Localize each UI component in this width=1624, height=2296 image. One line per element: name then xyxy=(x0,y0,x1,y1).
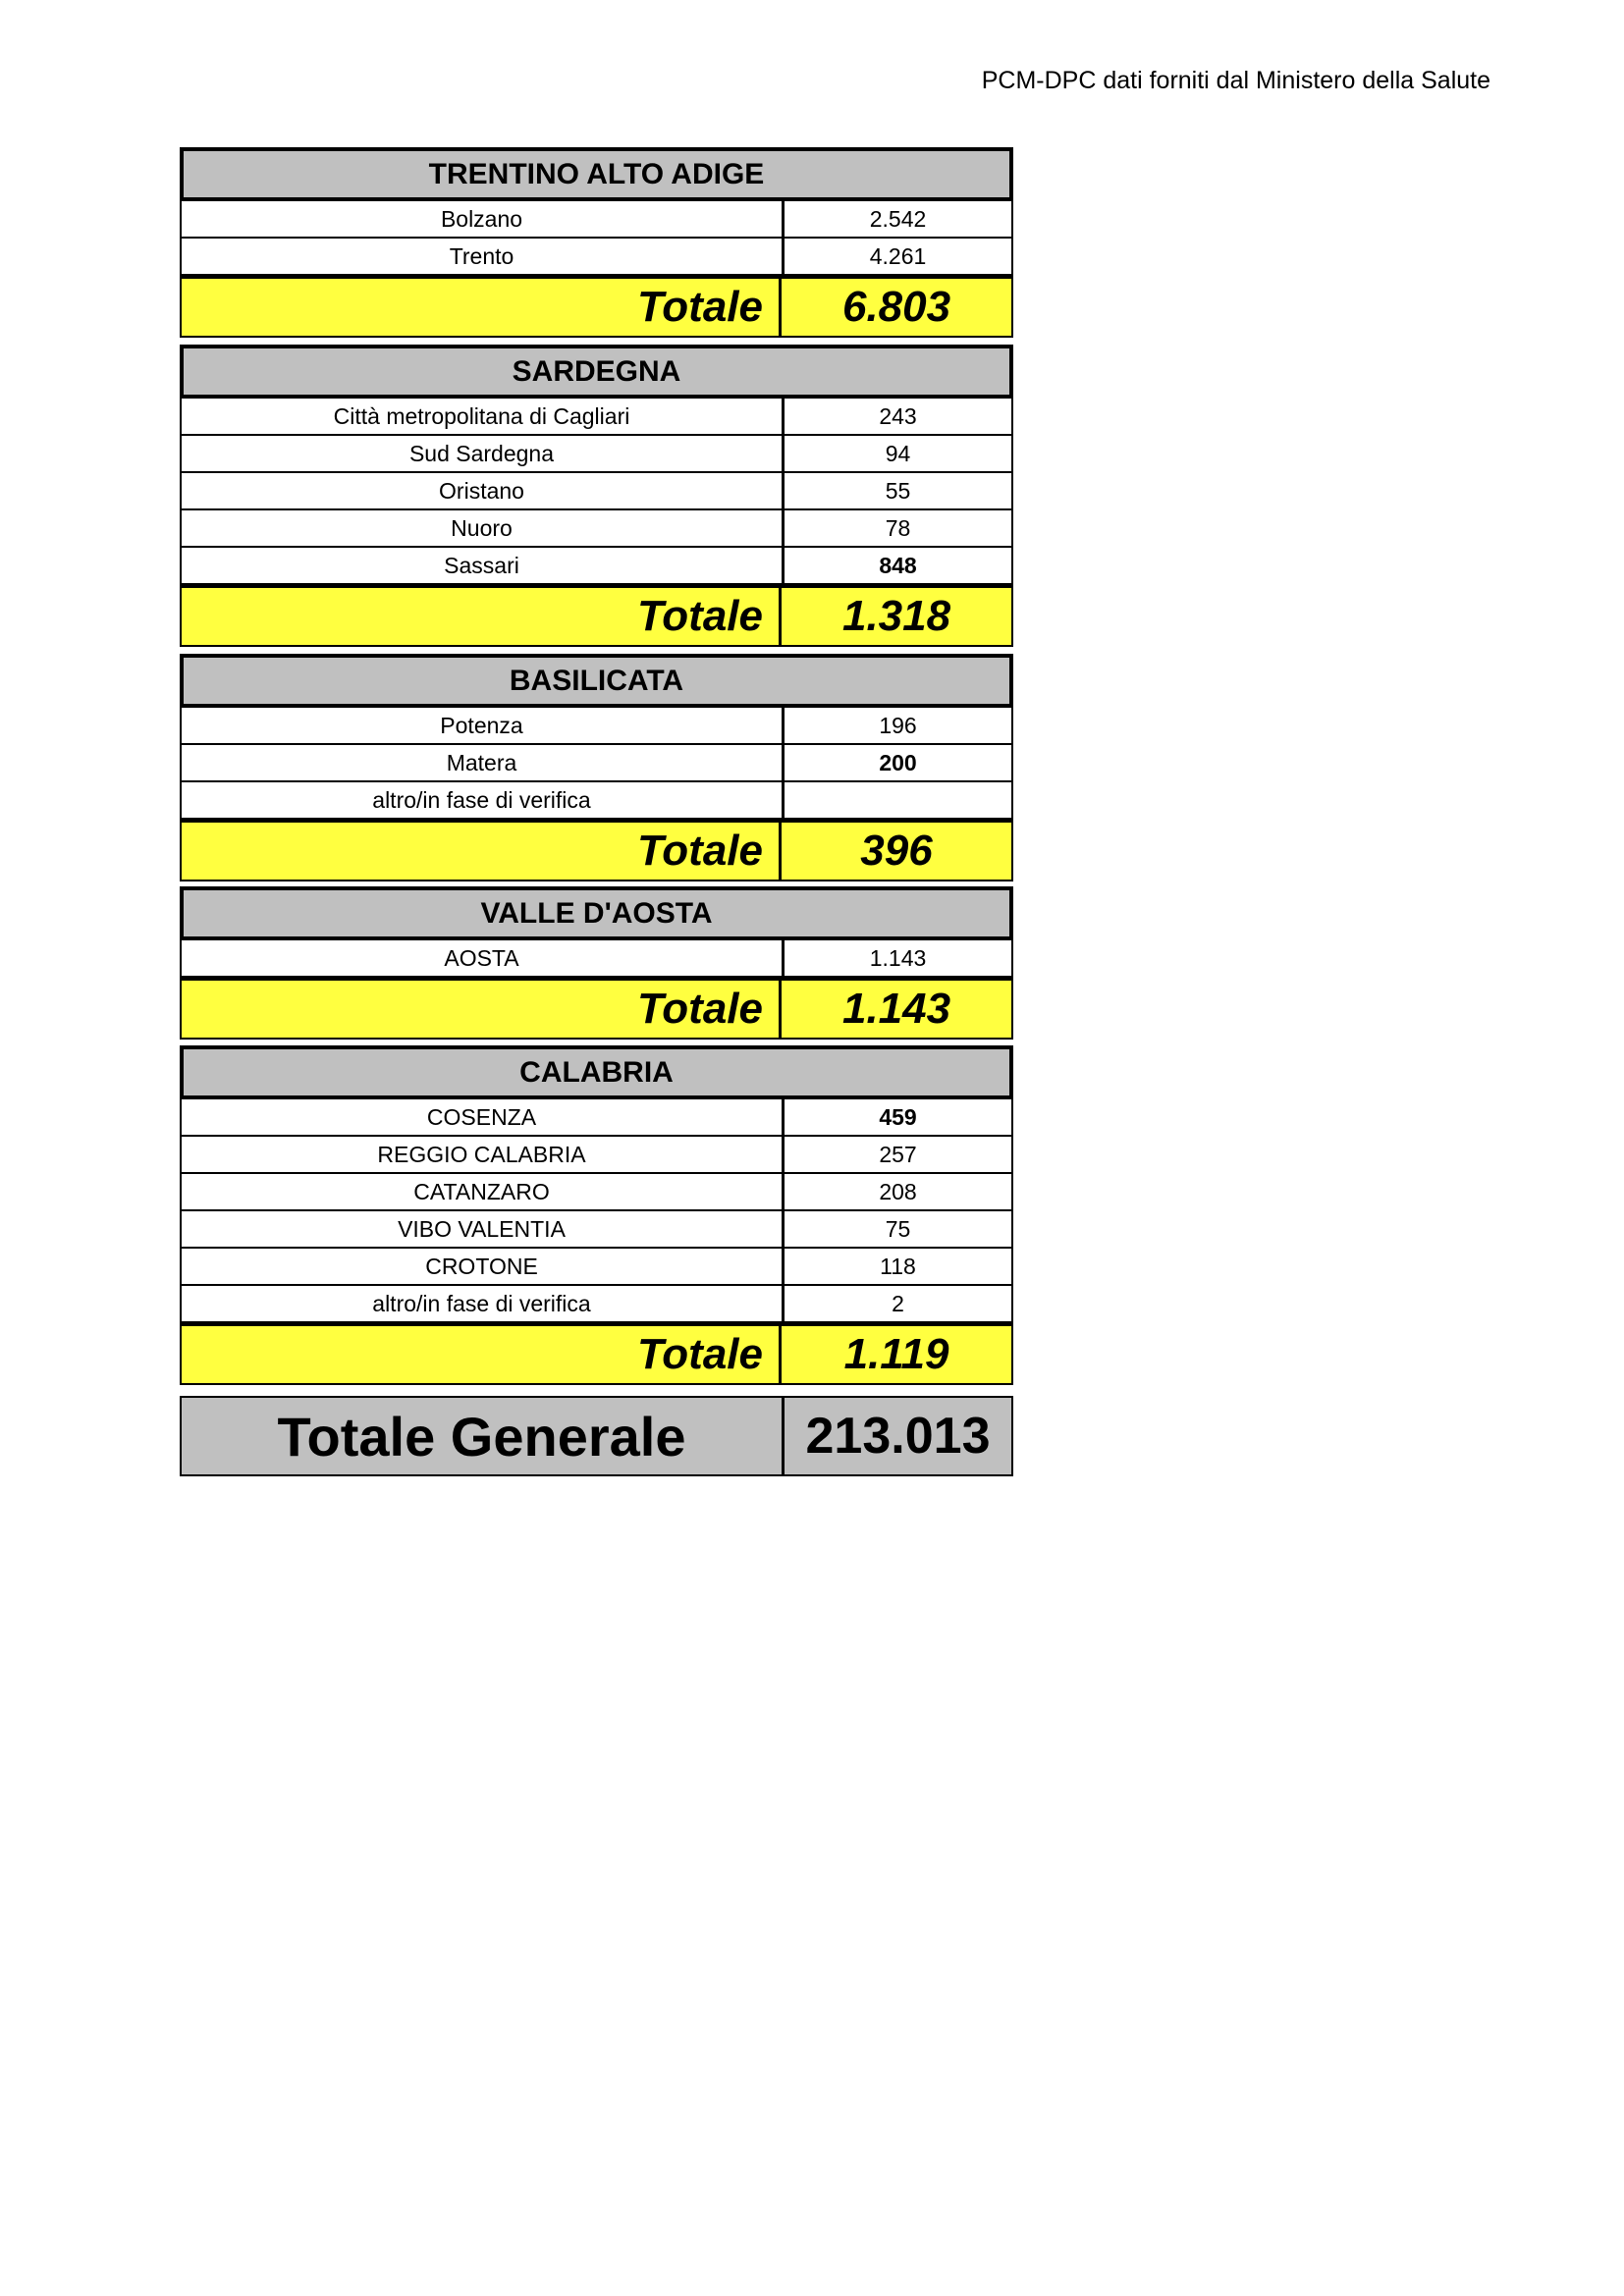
province-value: 208 xyxy=(879,1178,917,1204)
table-row: Sud Sardegna 94 xyxy=(180,436,1013,473)
table-row: altro/in fase di verifica xyxy=(180,782,1013,820)
table-row: Bolzano 2.542 xyxy=(180,201,1013,239)
total-row: Totale 396 xyxy=(180,820,1013,881)
province-name: Matera xyxy=(182,745,785,780)
table-row: Sassari 848 xyxy=(180,548,1013,585)
total-value: 1.318 xyxy=(841,592,951,640)
grand-total-value: 213.013 xyxy=(805,1408,991,1465)
province-value: 94 xyxy=(885,440,911,466)
table-row: Trento 4.261 xyxy=(180,239,1013,276)
province-name: altro/in fase di verifica xyxy=(182,782,785,818)
province-name: Bolzano xyxy=(182,201,785,237)
province-value: 459 xyxy=(879,1103,917,1130)
grand-total-row: Totale Generale 213.013 xyxy=(180,1396,1013,1476)
total-row: Totale 1.119 xyxy=(180,1323,1013,1385)
total-label: Totale xyxy=(182,1326,782,1383)
total-label: Totale xyxy=(182,279,782,336)
region-table: BASILICATA Potenza 196 Matera 200 altro/… xyxy=(180,654,1013,881)
table-row: Oristano 55 xyxy=(180,473,1013,510)
province-value: 2.542 xyxy=(869,205,927,232)
province-name: COSENZA xyxy=(182,1099,785,1135)
total-row: Totale 6.803 xyxy=(180,276,1013,338)
total-row: Totale 1.318 xyxy=(180,585,1013,647)
total-value: 1.119 xyxy=(843,1330,949,1378)
total-value: 1.143 xyxy=(841,985,951,1033)
province-name: CATANZARO xyxy=(182,1174,785,1209)
region-table: VALLE D'AOSTA AOSTA 1.143 Totale 1.143 xyxy=(180,886,1013,1040)
province-value: 257 xyxy=(879,1141,917,1167)
province-value: 4.261 xyxy=(869,242,927,269)
province-value: 1.143 xyxy=(869,944,927,971)
province-value: 75 xyxy=(885,1215,911,1242)
total-value: 396 xyxy=(860,827,933,875)
province-name: Sassari xyxy=(182,548,785,583)
province-name: Nuoro xyxy=(182,510,785,546)
table-row: Potenza 196 xyxy=(180,708,1013,745)
table-row: AOSTA 1.143 xyxy=(180,940,1013,978)
grand-total-label: Totale Generale xyxy=(182,1398,785,1474)
province-value: 55 xyxy=(885,477,911,504)
province-name: REGGIO CALABRIA xyxy=(182,1137,785,1172)
province-name: AOSTA xyxy=(182,940,785,976)
total-label: Totale xyxy=(182,981,782,1038)
total-label: Totale xyxy=(182,823,782,880)
province-name: CROTONE xyxy=(182,1249,785,1284)
province-name: Potenza xyxy=(182,708,785,743)
table-row: Nuoro 78 xyxy=(180,510,1013,548)
province-name: Trento xyxy=(182,239,785,274)
region-title: TRENTINO ALTO ADIGE xyxy=(180,147,1013,201)
region-table: CALABRIA COSENZA 459 REGGIO CALABRIA 257… xyxy=(180,1045,1013,1385)
region-title: BASILICATA xyxy=(180,654,1013,708)
province-name: Sud Sardegna xyxy=(182,436,785,471)
total-label: Totale xyxy=(182,588,782,645)
province-value: 200 xyxy=(879,749,917,775)
table-row: COSENZA 459 xyxy=(180,1099,1013,1137)
table-row: REGGIO CALABRIA 257 xyxy=(180,1137,1013,1174)
table-row: CROTONE 118 xyxy=(180,1249,1013,1286)
total-value: 6.803 xyxy=(841,283,951,331)
page-header: PCM-DPC dati forniti dal Ministero della… xyxy=(981,67,1490,94)
table-row: Matera 200 xyxy=(180,745,1013,782)
province-value: 118 xyxy=(880,1253,916,1279)
province-value: 2 xyxy=(892,1290,904,1316)
province-name: altro/in fase di verifica xyxy=(182,1286,785,1321)
table-row: Città metropolitana di Cagliari 243 xyxy=(180,399,1013,436)
region-title: SARDEGNA xyxy=(180,345,1013,399)
region-table: SARDEGNA Città metropolitana di Cagliari… xyxy=(180,345,1013,647)
province-name: VIBO VALENTIA xyxy=(182,1211,785,1247)
region-title: VALLE D'AOSTA xyxy=(180,886,1013,940)
table-row: CATANZARO 208 xyxy=(180,1174,1013,1211)
region-table: TRENTINO ALTO ADIGE Bolzano 2.542 Trento… xyxy=(180,147,1013,338)
province-value: 196 xyxy=(879,712,917,738)
province-value: 848 xyxy=(879,552,917,578)
province-name: Oristano xyxy=(182,473,785,508)
province-value xyxy=(785,782,1011,818)
table-row: VIBO VALENTIA 75 xyxy=(180,1211,1013,1249)
province-value: 243 xyxy=(879,402,917,429)
province-name: Città metropolitana di Cagliari xyxy=(182,399,785,434)
province-value: 78 xyxy=(885,514,911,541)
region-title: CALABRIA xyxy=(180,1045,1013,1099)
total-row: Totale 1.143 xyxy=(180,978,1013,1040)
table-row: altro/in fase di verifica 2 xyxy=(180,1286,1013,1323)
